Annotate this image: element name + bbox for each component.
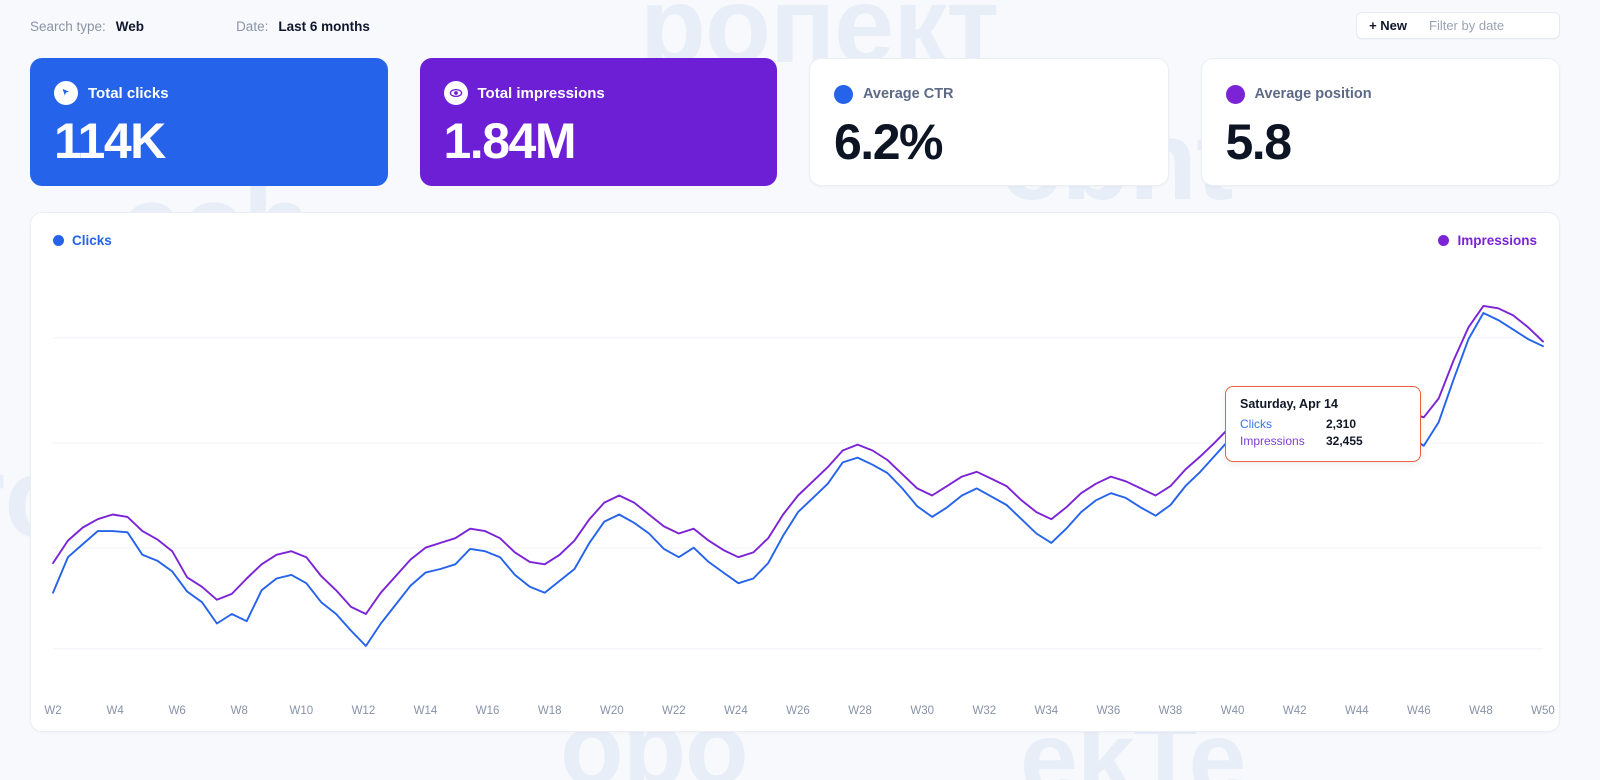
legend-item-impressions[interactable]: Impressions (1438, 233, 1537, 248)
performance-chart-panel: Clicks Impressions W2 W4 W6 W8 W10 W12 W14 W16 W… (30, 212, 1560, 732)
chart-tooltip: Saturday, Apr 14 Clicks 2,310 Impression… (1225, 386, 1421, 462)
x-axis-tick: W6 (168, 705, 186, 717)
card-title: Total clicks (88, 84, 169, 102)
x-axis-tick: W12 (351, 705, 376, 717)
x-axis-tick: W30 (910, 705, 935, 717)
clicks-legend-dot (53, 234, 64, 246)
card-value: 6.2% (834, 114, 943, 170)
card-title: Average CTR (863, 86, 954, 102)
x-axis-tick: W42 (1282, 705, 1307, 717)
x-axis-tick: W10 (289, 705, 314, 717)
x-axis-tick: W44 (1344, 705, 1369, 717)
x-axis-tick: W2 (44, 705, 62, 717)
metric-card-average-ctr[interactable]: Average CTR 6.2% (809, 58, 1169, 186)
card-value: 1.84M (443, 113, 577, 169)
metric-card-total-impressions[interactable]: Total impressions 1.84M (419, 58, 777, 186)
metric-card-row: Total clicks 114K Total impressions 1.84… (30, 58, 1560, 186)
x-axis-tick: W38 (1158, 705, 1183, 717)
x-axis-tick: W26 (786, 705, 810, 717)
chart-legend: Clicks Impressions (31, 227, 1559, 253)
date-label: Date: (236, 19, 269, 34)
chart-x-axis: W2 W4 W6 W8 W10 W12 W14 W16 W18 W20 W22 W24 W26 W28 W3… (31, 705, 1561, 721)
search-type-label: Search type: (30, 19, 106, 34)
x-axis-tick: W36 (1096, 705, 1121, 717)
x-axis-tick: W34 (1034, 705, 1059, 717)
tooltip-series-value: 2,310 (1326, 417, 1357, 431)
search-type-value[interactable]: Web (115, 19, 145, 34)
x-axis-tick: W50 (1531, 705, 1555, 717)
card-value: 5.8 (1225, 114, 1293, 170)
blue-dot-icon (834, 84, 853, 104)
x-axis-tick: W8 (230, 705, 248, 717)
x-axis-tick: W14 (413, 705, 438, 717)
x-axis-tick: W48 (1469, 705, 1493, 717)
new-filter-control: + New (1356, 12, 1560, 39)
chart-svg (52, 304, 1544, 650)
tooltip-series-name: Impressions (1240, 434, 1305, 448)
purple-dot-icon (1225, 84, 1245, 104)
x-axis-tick: W40 (1220, 705, 1245, 717)
legend-label: Clicks (72, 232, 112, 248)
card-header: Total impressions (443, 80, 754, 106)
cursor-click-icon (54, 81, 78, 105)
x-axis-tick: W32 (972, 705, 997, 717)
metric-card-average-position[interactable]: Average position 5.8 (1200, 58, 1560, 186)
x-axis-tick: W16 (475, 705, 500, 717)
card-header: Average CTR (834, 81, 1144, 107)
card-title: Average position (1254, 86, 1372, 102)
tooltip-series-name: Clicks (1240, 417, 1272, 431)
card-header: Average position (1225, 81, 1536, 107)
metric-card-total-clicks[interactable]: Total clicks 114K (30, 58, 388, 186)
x-axis-tick: W28 (848, 705, 872, 717)
new-filter-button[interactable]: + New (1369, 18, 1407, 33)
tooltip-series-value: 32,455 (1326, 434, 1363, 448)
date-value[interactable]: Last 6 months (278, 19, 370, 34)
tooltip-title: Saturday, Apr 14 (1240, 397, 1338, 411)
tooltip-row-clicks: Clicks 2,310 (1240, 416, 1408, 433)
card-title: Total impressions (477, 84, 605, 102)
x-axis-tick: W22 (661, 705, 686, 717)
eye-icon (443, 81, 468, 105)
x-axis-tick: W46 (1406, 705, 1431, 717)
card-header: Total clicks (54, 80, 364, 106)
x-axis-tick: W20 (599, 705, 624, 717)
legend-item-clicks[interactable]: Clicks (53, 233, 112, 248)
tooltip-row-impressions: Impressions 32,455 (1240, 433, 1408, 450)
x-axis-tick: W18 (537, 705, 562, 717)
impressions-legend-dot (1438, 234, 1450, 246)
x-axis-tick: W4 (106, 705, 124, 717)
x-axis-tick: W24 (724, 705, 748, 717)
chart-plot-area[interactable]: W2 W4 W6 W8 W10 W12 W14 W16 W18 W20 W22 W24 W26 W28 W3… (31, 255, 1561, 733)
card-value: 114K (54, 113, 166, 169)
filter-group: Search type: Web Date: Last 6 months (30, 19, 370, 34)
legend-label: Impressions (1457, 232, 1537, 248)
date-filter-input[interactable] (1429, 18, 1549, 33)
top-filter-bar: Search type: Web Date: Last 6 months + N… (0, 0, 1600, 52)
